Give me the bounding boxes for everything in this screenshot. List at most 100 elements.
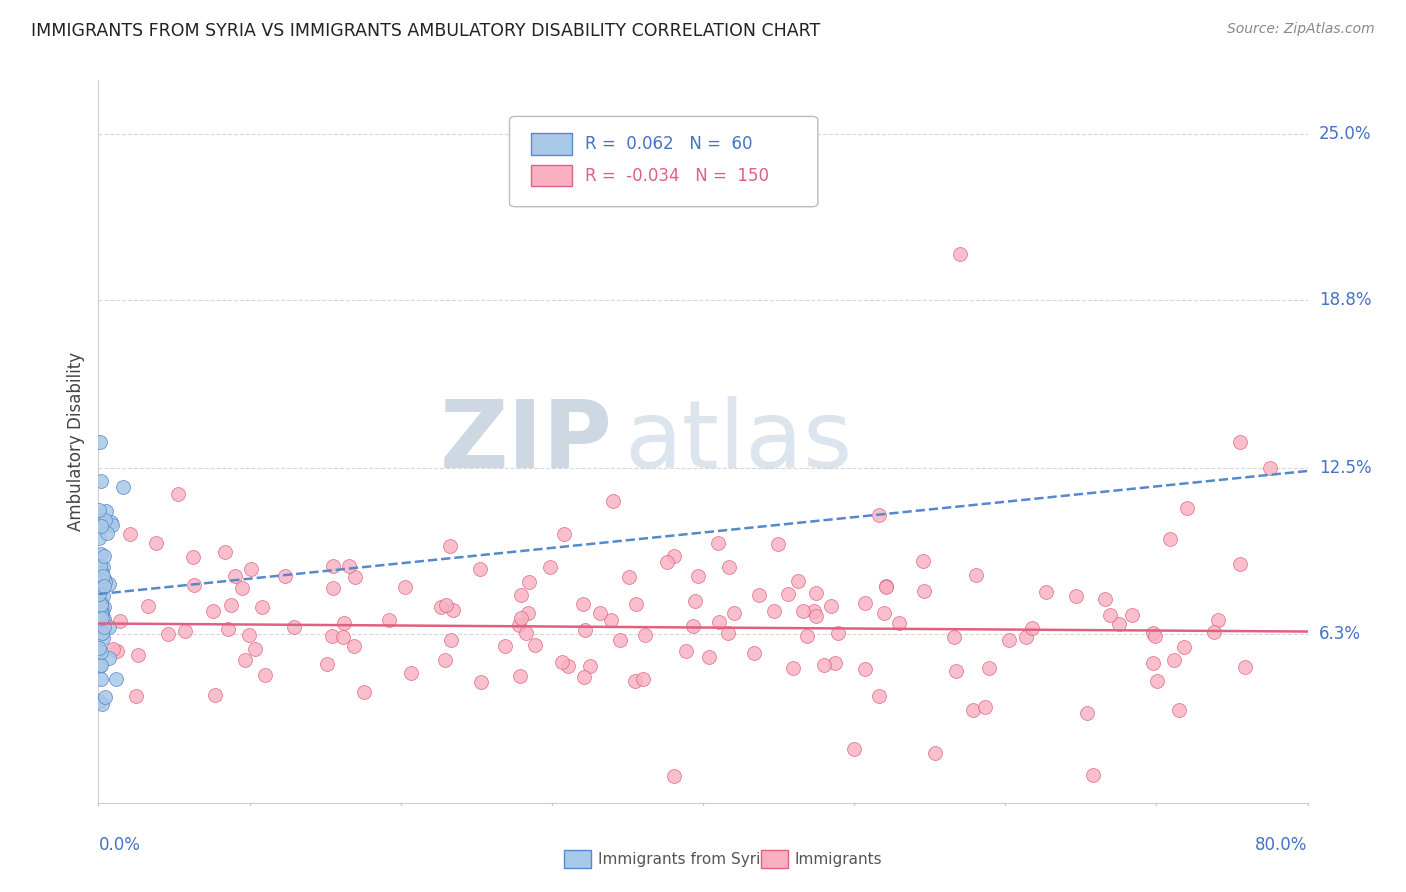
Point: [557, 658, 579, 673]
Point: [1163, 653, 1185, 667]
Point: [844, 742, 866, 756]
Point: [94, 513, 117, 527]
Point: [90, 644, 112, 658]
Point: [87, 531, 110, 545]
Point: [634, 628, 657, 642]
Point: [718, 559, 741, 574]
Point: [1229, 557, 1251, 571]
FancyBboxPatch shape: [531, 133, 572, 154]
Point: [353, 684, 375, 698]
Point: [94, 504, 117, 518]
Point: [89, 694, 111, 708]
Point: [90, 574, 112, 589]
Point: [875, 579, 897, 593]
Point: [89, 558, 111, 573]
Point: [89, 515, 111, 529]
Point: [90, 518, 112, 533]
Point: [430, 600, 453, 615]
Point: [875, 580, 897, 594]
Point: [104, 672, 127, 686]
Point: [827, 625, 849, 640]
Point: [89, 573, 111, 587]
Point: [551, 655, 574, 669]
Point: [572, 598, 595, 612]
Point: [1202, 624, 1225, 639]
Point: [510, 610, 533, 624]
Point: [101, 518, 124, 533]
Point: [87, 503, 110, 517]
Point: [90, 625, 112, 640]
Point: [90, 474, 112, 488]
Point: [911, 554, 934, 568]
Point: [1173, 640, 1195, 654]
Point: [1099, 608, 1122, 623]
Point: [962, 702, 984, 716]
Point: [624, 673, 647, 688]
Point: [283, 619, 305, 633]
Point: [796, 629, 818, 643]
Point: [945, 665, 967, 679]
Point: [434, 598, 457, 612]
Point: [1064, 589, 1087, 603]
Point: [321, 629, 343, 643]
Point: [90, 615, 112, 630]
Point: [98, 651, 121, 665]
Point: [90, 697, 112, 711]
Point: [224, 568, 246, 582]
Point: [574, 623, 596, 637]
Point: [787, 574, 810, 588]
Point: [792, 604, 814, 618]
Point: [204, 688, 226, 702]
Point: [1142, 656, 1164, 670]
Point: [214, 545, 236, 559]
Point: [344, 570, 367, 584]
Point: [93, 612, 115, 626]
Point: [90, 547, 112, 561]
Point: [238, 628, 260, 642]
Point: [136, 599, 159, 614]
Point: [89, 611, 111, 625]
Text: Source: ZipAtlas.com: Source: ZipAtlas.com: [1227, 22, 1375, 37]
Point: [93, 619, 115, 633]
Point: [924, 747, 946, 761]
Point: [887, 616, 910, 631]
Point: [399, 665, 422, 680]
Point: [145, 536, 167, 550]
Point: [111, 480, 134, 494]
Point: [683, 594, 706, 608]
Point: [782, 661, 804, 675]
Point: [853, 596, 876, 610]
Point: [1175, 501, 1198, 516]
Point: [682, 619, 704, 633]
Point: [87, 610, 110, 624]
Text: 25.0%: 25.0%: [1319, 125, 1371, 143]
Point: [778, 587, 800, 601]
Point: [965, 568, 987, 582]
Point: [494, 639, 516, 653]
Point: [974, 699, 997, 714]
Text: 0.0%: 0.0%: [98, 836, 141, 855]
Point: [470, 562, 492, 576]
Point: [93, 579, 115, 593]
Point: [602, 494, 624, 508]
Point: [820, 599, 842, 614]
Point: [509, 668, 531, 682]
Point: [524, 638, 547, 652]
Point: [120, 527, 142, 541]
Point: [912, 583, 935, 598]
Point: [322, 581, 344, 595]
Point: [509, 588, 531, 602]
Point: [868, 508, 890, 523]
Point: [91, 566, 114, 580]
Point: [434, 653, 457, 667]
Point: [1121, 607, 1143, 622]
Point: [1229, 434, 1251, 449]
Point: [699, 650, 721, 665]
Point: [578, 659, 600, 673]
Point: [515, 626, 537, 640]
FancyBboxPatch shape: [564, 850, 591, 868]
Point: [813, 658, 835, 673]
Point: [339, 559, 361, 574]
Point: [998, 633, 1021, 648]
Point: [322, 559, 344, 574]
